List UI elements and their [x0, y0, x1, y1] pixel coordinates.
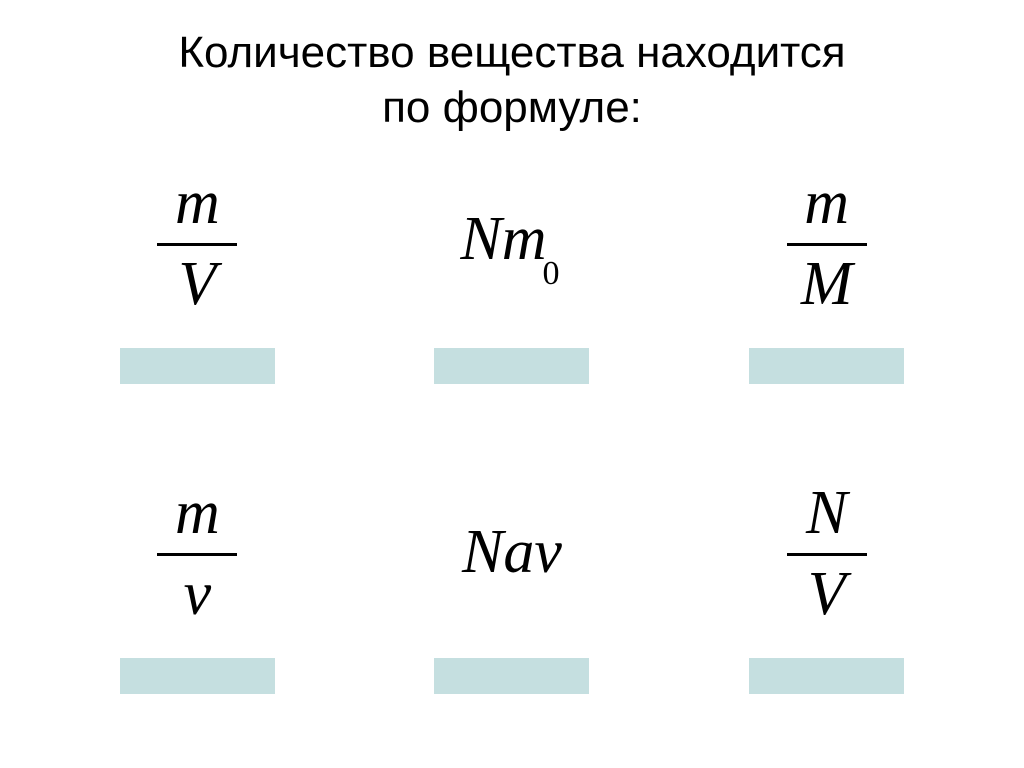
formula-4-num: m: [165, 481, 230, 546]
answer-slot-2[interactable]: [434, 348, 589, 384]
title-line-2: по формуле:: [382, 83, 642, 132]
answer-slot-3[interactable]: [749, 348, 904, 384]
formula-3-num: m: [794, 171, 859, 236]
formula-1: m V: [157, 155, 237, 330]
formula-5-right: ν: [534, 518, 562, 586]
answer-slot-1[interactable]: [120, 348, 275, 384]
formula-6-num: N: [796, 481, 857, 546]
formula-2-left: Nm: [460, 205, 546, 273]
formula-5-left: Na: [462, 518, 534, 586]
formula-1-num: m: [165, 171, 230, 236]
fraction-bar: [157, 553, 237, 556]
option-3: m M: [684, 155, 969, 425]
answer-slot-6[interactable]: [749, 658, 904, 694]
slide: Количество вещества находится по формуле…: [0, 0, 1024, 768]
slide-title: Количество вещества находится по формуле…: [0, 25, 1024, 135]
option-6: N V: [684, 465, 969, 735]
fraction-bar: [787, 243, 867, 246]
formula-4-den: ν: [174, 562, 222, 627]
formula-2-sub: 0: [543, 255, 560, 292]
formula-1-den: V: [168, 252, 226, 317]
option-2: Nm0: [370, 155, 655, 425]
option-4: m ν: [55, 465, 340, 735]
fraction-bar: [787, 553, 867, 556]
answer-slot-4[interactable]: [120, 658, 275, 694]
formula-2: Nm0: [460, 155, 563, 330]
formula-grid: m V Nm0 m: [55, 155, 969, 735]
option-1: m V: [55, 155, 340, 425]
option-5: Naν: [370, 465, 655, 735]
formula-6: N V: [787, 465, 867, 640]
answer-slot-5[interactable]: [434, 658, 589, 694]
title-line-1: Количество вещества находится: [178, 28, 845, 77]
formula-3-den: M: [791, 252, 863, 317]
formula-3: m M: [787, 155, 867, 330]
formula-6-den: V: [798, 562, 856, 627]
formula-5: Naν: [462, 465, 562, 640]
fraction-bar: [157, 243, 237, 246]
formula-4: m ν: [157, 465, 237, 640]
